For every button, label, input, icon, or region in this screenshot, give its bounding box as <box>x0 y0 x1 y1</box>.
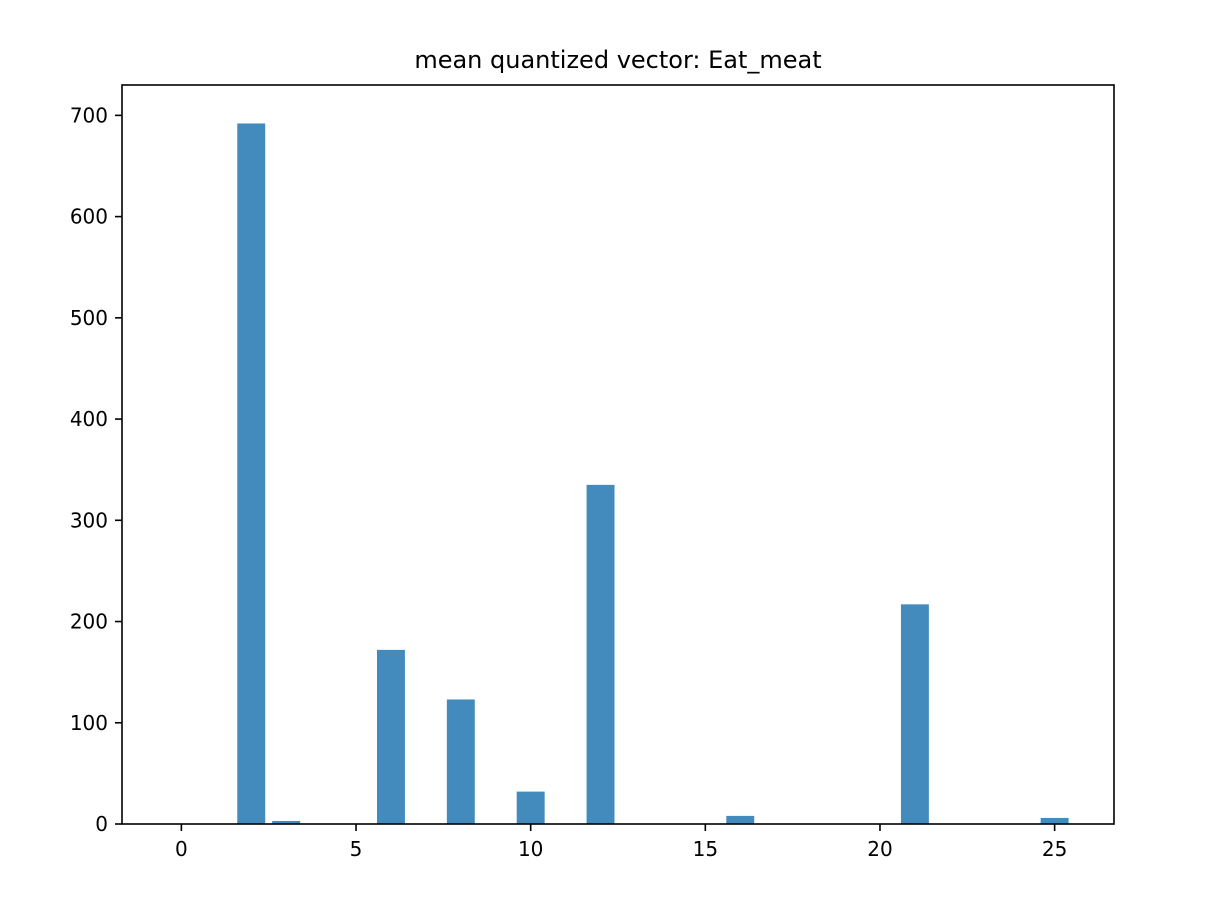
x-tick-label-10: 10 <box>518 837 543 861</box>
y-tick-label-300: 300 <box>70 508 108 532</box>
bar-21 <box>900 604 929 824</box>
bars-group <box>237 123 1069 824</box>
bar-3 <box>272 820 301 824</box>
y-tick-label-700: 700 <box>70 103 108 127</box>
bar-25 <box>1040 817 1069 824</box>
y-tick-label-200: 200 <box>70 610 108 634</box>
x-tick-label-25: 25 <box>1042 837 1067 861</box>
x-axis: 0 5 10 15 20 25 <box>175 824 1067 861</box>
bar-16 <box>726 815 755 824</box>
bar-8 <box>446 699 475 824</box>
y-axis: 0 100 200 300 400 500 600 700 <box>70 103 122 836</box>
x-tick-label-0: 0 <box>175 837 188 861</box>
y-tick-label-100: 100 <box>70 711 108 735</box>
bar-12 <box>586 484 615 824</box>
bar-10 <box>516 791 545 824</box>
y-tick-label-500: 500 <box>70 306 108 330</box>
y-tick-label-600: 600 <box>70 205 108 229</box>
x-tick-label-15: 15 <box>693 837 718 861</box>
bar-6 <box>376 649 405 824</box>
plot-frame <box>121 84 1115 825</box>
x-tick-label-5: 5 <box>350 837 363 861</box>
y-tick-label-400: 400 <box>70 407 108 431</box>
chart-title: mean quantized vector: Eat_meat <box>414 46 821 74</box>
bar-2 <box>237 123 266 824</box>
x-tick-label-20: 20 <box>867 837 892 861</box>
y-tick-label-0: 0 <box>95 812 108 836</box>
